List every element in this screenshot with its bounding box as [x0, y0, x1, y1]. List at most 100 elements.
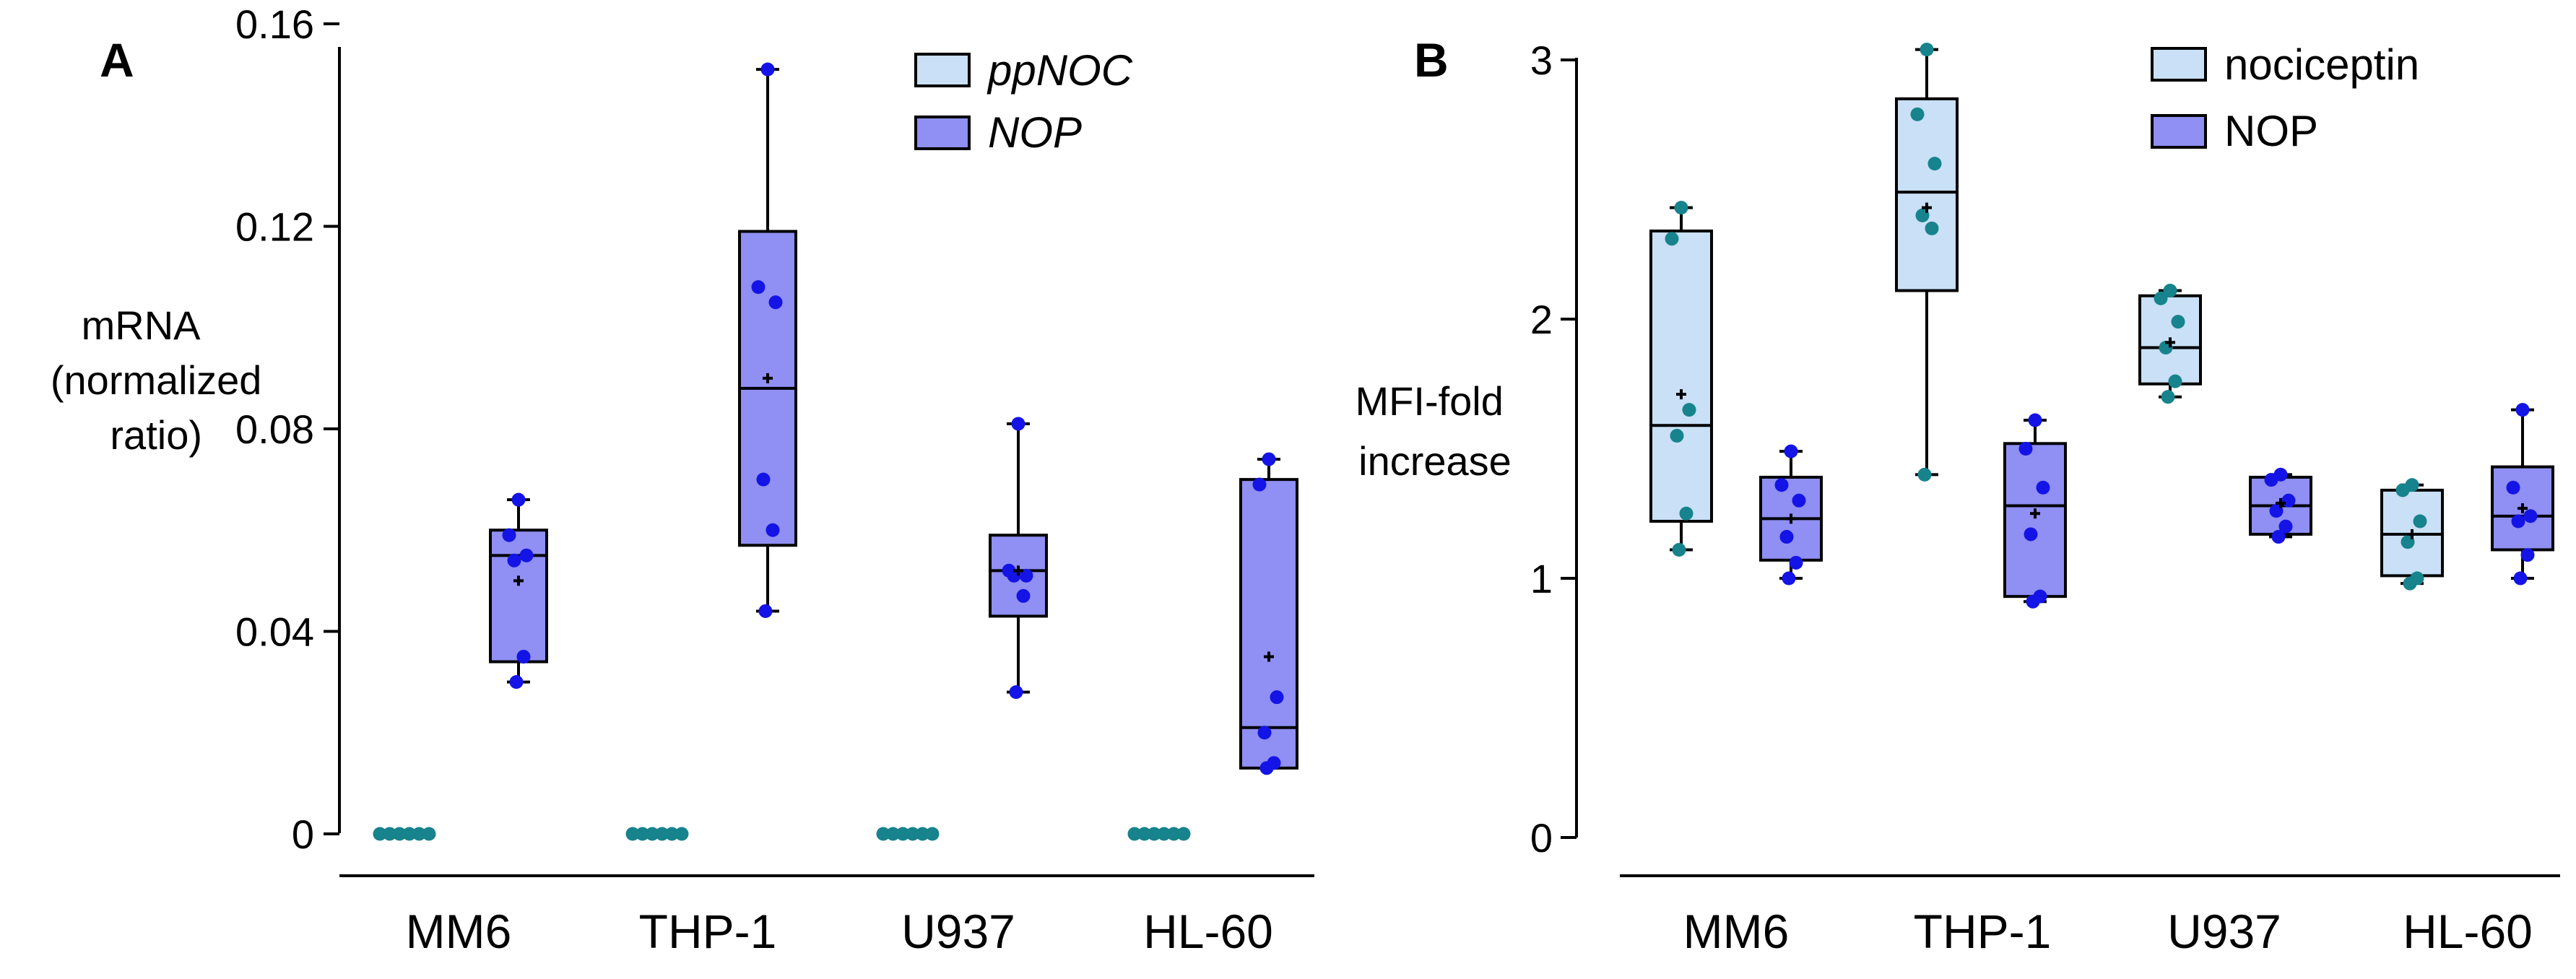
data-point [636, 827, 650, 841]
panel-b-ytick-label: 1 [1530, 556, 1553, 601]
data-point [2523, 509, 2538, 523]
data-point [392, 827, 407, 841]
data-point [509, 675, 524, 689]
data-point [1016, 588, 1031, 603]
data-point [1252, 477, 1267, 492]
data-point [516, 650, 531, 664]
panel-b-legend-swatch-nociceptin [2151, 47, 2207, 82]
data-point [2515, 403, 2530, 417]
data-point [1792, 493, 1806, 508]
panel-a-ylabel-line-2: (normalized [51, 357, 262, 403]
data-point [2520, 548, 2535, 562]
data-point [1682, 403, 1696, 417]
panel-b-label: B [1414, 33, 1449, 87]
panel-b-box-nop-hl60 [2491, 403, 2554, 586]
panel-a-xtick-hl60: HL-60 [1143, 905, 1273, 958]
panel-a-box-ppnoc-thp1 [625, 827, 689, 841]
panel-a-boxes [373, 62, 1298, 841]
panel-a-x-tick-labels: MM6 THP-1 U937 HL-60 [406, 905, 1273, 958]
data-point [760, 62, 775, 77]
data-point [1910, 107, 1925, 121]
panel-b-box-nop-mm6 [1759, 444, 1823, 586]
data-point [507, 553, 521, 567]
panel-b-y-axis: 0 1 2 3 [1530, 38, 1578, 861]
iqr-box [1649, 229, 1713, 523]
data-point [758, 604, 773, 618]
data-point [2506, 480, 2520, 495]
data-point [1270, 690, 1284, 705]
data-point [1782, 571, 1796, 586]
data-point [1917, 467, 1932, 482]
panel-a-ytick-label: 0.04 [235, 609, 314, 655]
data-point [645, 827, 659, 841]
iqr-box [1895, 97, 1959, 292]
panel-b-box-nop-thp1 [2003, 413, 2067, 609]
panel-b-ylabel: MFI-fold increase [1356, 378, 1515, 484]
panel-b-ytick-label: 0 [1530, 815, 1553, 861]
data-point [1774, 478, 1789, 492]
data-point [1176, 827, 1191, 841]
data-point [1166, 827, 1181, 841]
data-point [2278, 519, 2293, 534]
panel-a-legend-label-ppnoc: ppNOC [986, 46, 1133, 95]
panel-b-x-tick-labels: MM6 THP-1 U937 HL-60 [1683, 905, 2533, 958]
data-point [2395, 483, 2410, 497]
data-point [511, 492, 526, 507]
panel-b-box-nociceptin-u937 [2138, 284, 2202, 404]
panel-a-y-axis: 0 0.04 0.08 0.12 0.16 [235, 1, 341, 857]
data-point [1257, 726, 1272, 740]
data-point [664, 827, 679, 841]
data-point [2018, 442, 2033, 456]
data-point [2036, 480, 2050, 495]
data-point [1670, 429, 1684, 443]
data-point [412, 827, 426, 841]
data-point [2028, 413, 2042, 427]
data-point [925, 827, 940, 841]
panel-b-ytick-label: 2 [1530, 297, 1553, 342]
panel-b-ylabel-line-2: increase [1358, 438, 1512, 484]
data-point [1784, 444, 1798, 458]
data-point [402, 827, 417, 841]
data-point [1019, 568, 1033, 583]
data-point [1259, 761, 1274, 775]
panel-a-box-nop-mm6 [489, 492, 548, 689]
panel-b-ylabel-line-1: MFI-fold [1356, 378, 1504, 424]
panel-a-ylabel: mRNA (normalized ratio) [51, 303, 273, 458]
data-point [1679, 506, 1694, 521]
data-point [1262, 452, 1276, 466]
panel-a-box-nop-hl60 [1239, 452, 1298, 775]
data-point [625, 827, 640, 841]
data-point [373, 827, 387, 841]
data-point [655, 827, 669, 841]
data-point [2026, 594, 2040, 609]
panel-b-xtick-hl60: HL-60 [2403, 905, 2533, 958]
data-point [915, 827, 929, 841]
data-point [2264, 473, 2278, 487]
data-point [1137, 827, 1152, 841]
data-point [1147, 827, 1161, 841]
data-point [1672, 543, 1686, 557]
data-point [1009, 685, 1023, 700]
data-point [1779, 530, 1794, 544]
panel-a-ylabel-line-3: ratio) [110, 412, 202, 458]
data-point [895, 827, 910, 841]
data-point [1157, 827, 1171, 841]
data-point [502, 528, 516, 542]
panel-a-legend-swatch-nop [914, 116, 971, 150]
data-point [2513, 571, 2528, 586]
panel-a-xtick-u937: U937 [901, 905, 1015, 958]
data-point [756, 472, 771, 487]
panel-b-xtick-mm6: MM6 [1683, 905, 1790, 958]
data-point [766, 523, 780, 537]
panel-a-legend: ppNOC NOP [914, 46, 1133, 157]
data-point [383, 827, 397, 841]
data-point [906, 827, 920, 841]
panel-a-ytick-label: 0 [292, 812, 314, 857]
panel-a-ytick-label: 0.08 [235, 406, 314, 452]
panel-a-box-ppnoc-hl60 [1127, 827, 1191, 841]
data-point [2171, 315, 2185, 329]
panel-b-boxes [1649, 43, 2554, 609]
panel-a-legend-swatch-ppnoc [914, 53, 971, 87]
data-point [768, 295, 783, 310]
